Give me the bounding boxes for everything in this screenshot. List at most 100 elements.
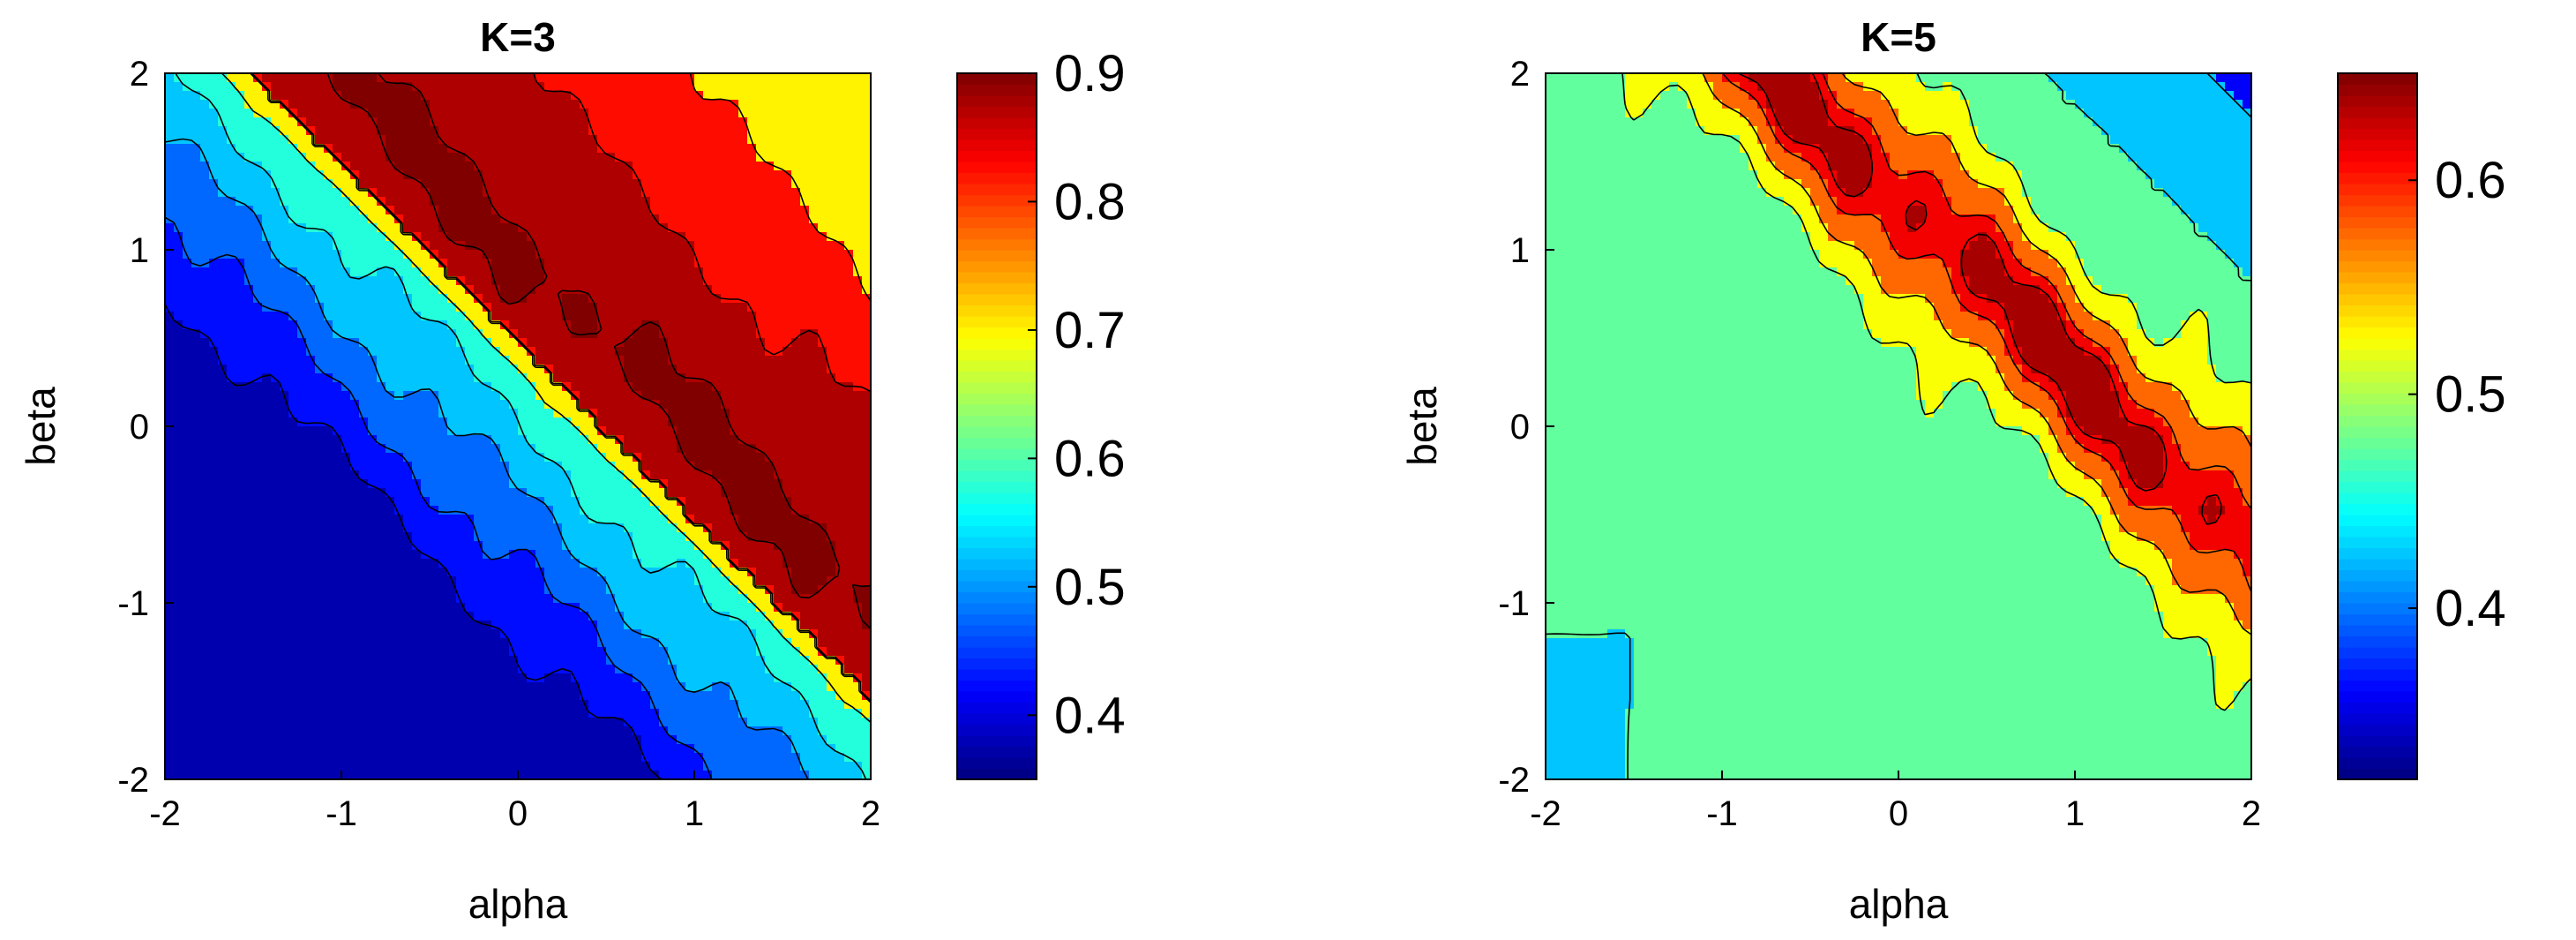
heatmap-cell [844,135,854,145]
heatmap-cell [650,515,660,524]
heatmap-cell [474,497,483,507]
heatmap-cell [800,117,810,127]
heatmap-cell [350,259,360,268]
heatmap-cell [588,594,598,604]
heatmap-cell [200,267,210,277]
heatmap-cell [253,276,263,286]
heatmap-cell [624,144,633,154]
heatmap-cell [774,426,783,436]
heatmap-cell [183,109,192,118]
heatmap-cell [703,435,713,445]
heatmap-cell [791,73,801,83]
heatmap-cell [791,585,801,595]
heatmap-cell [280,214,289,224]
heatmap-cell [597,435,607,445]
heatmap-cell [174,541,183,551]
heatmap-cell [386,470,395,480]
heatmap-cell [535,568,545,577]
heatmap-cell [518,162,528,171]
heatmap-cell [218,576,228,586]
heatmap-cell [659,444,669,454]
heatmap-cell [588,444,598,454]
heatmap-cell [200,250,210,259]
heatmap-cell [774,144,783,154]
heatmap-cell [456,320,466,330]
heatmap-cell [606,100,616,109]
heatmap-cell [271,294,281,304]
heatmap-cell [668,550,678,560]
heatmap-cell [324,214,333,224]
heatmap-cell [236,214,245,224]
heatmap-cell [377,356,386,365]
heatmap-cell [518,417,528,427]
heatmap-cell [253,144,263,154]
heatmap-cell [324,568,333,577]
heatmap-cell [200,576,210,586]
heatmap-cell [165,373,175,383]
heatmap-cell [783,329,792,339]
heatmap-cell [809,435,819,445]
heatmap-cell [306,479,316,489]
heatmap-cell [350,532,360,542]
heatmap-cell [650,559,660,568]
heatmap-cell [359,532,369,542]
heatmap-cell [677,612,686,621]
heatmap-cell [412,612,422,621]
heatmap-cell [341,462,351,471]
heatmap-cell [271,365,281,374]
heatmap-cell [341,417,351,427]
heatmap-cell [783,223,792,233]
heatmap-cell [483,100,492,109]
heatmap-cell [730,523,739,533]
heatmap-cell [765,462,775,471]
heatmap-cell [544,497,554,507]
heatmap-cell [430,232,439,242]
heatmap-cell [774,470,783,480]
heatmap-cell [297,497,307,507]
heatmap-cell [606,497,616,507]
heatmap-cell [359,391,369,401]
heatmap-cell [597,568,607,577]
heatmap-cell [280,497,289,507]
heatmap-cell [288,568,298,577]
heatmap-cell [271,285,281,295]
heatmap-cell [844,462,854,471]
heatmap-cell [491,329,501,339]
heatmap-cell [668,338,678,348]
heatmap-cell [694,382,704,392]
heatmap-cell [862,276,872,286]
heatmap-cell [659,144,669,154]
heatmap-cell [430,612,439,621]
heatmap-cell [518,170,528,180]
heatmap-cell [174,126,183,136]
heatmap-cell [483,197,492,207]
heatmap-cell [474,603,483,613]
heatmap-cell [827,426,836,436]
heatmap-cell [580,117,589,127]
heatmap-cell [509,453,519,462]
heatmap-cell [659,170,669,180]
heatmap-cell [491,126,501,136]
heatmap-cell [765,417,775,427]
heatmap-cell [386,568,395,577]
heatmap-cell [562,241,572,251]
heatmap-cell [333,303,342,312]
heatmap-cell [465,82,475,92]
heatmap-cell [694,497,704,507]
heatmap-cell [403,347,413,357]
heatmap-cell [774,453,783,462]
heatmap-cell [809,462,819,471]
heatmap-cell [438,100,448,109]
heatmap-cell [597,373,607,383]
heatmap-cell [227,541,236,551]
heatmap-cell [694,329,704,339]
heatmap-cell [165,206,175,215]
heatmap-cell [253,73,263,83]
heatmap-cell [650,550,660,560]
heatmap-cell [809,259,819,268]
heatmap-cell [518,479,528,489]
heatmap-cell [712,603,722,613]
heatmap-cell [862,453,872,462]
heatmap-cell [368,126,378,136]
heatmap-cell [827,276,836,286]
